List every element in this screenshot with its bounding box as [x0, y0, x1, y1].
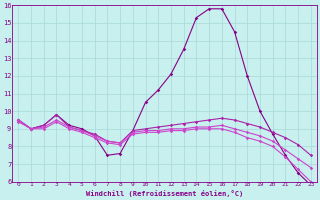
X-axis label: Windchill (Refroidissement éolien,°C): Windchill (Refroidissement éolien,°C) [86, 190, 243, 197]
